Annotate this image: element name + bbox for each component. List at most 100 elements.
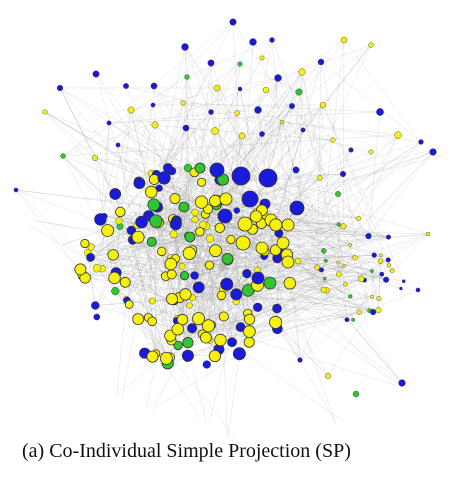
graph-edge xyxy=(165,276,248,314)
graph-edge xyxy=(186,283,346,359)
graph-edge xyxy=(324,278,403,384)
graph-edge xyxy=(44,111,153,175)
graph-edge xyxy=(151,241,389,261)
graph-edge xyxy=(117,21,234,146)
graph-node xyxy=(183,163,193,173)
graph-edge xyxy=(202,278,362,335)
graph-node xyxy=(182,336,194,349)
graph-node xyxy=(119,276,131,288)
graph-edge xyxy=(236,139,334,295)
graph-edge xyxy=(371,271,380,299)
graph-node xyxy=(108,271,121,285)
graph-edge xyxy=(232,21,304,131)
graph-node xyxy=(178,263,186,270)
graph-edge xyxy=(216,169,429,235)
graph-edge xyxy=(114,269,322,279)
graph-edge xyxy=(84,277,171,358)
graph-edge xyxy=(346,319,403,384)
graph-edge xyxy=(117,144,249,291)
graph-node xyxy=(343,281,348,287)
graph-edge xyxy=(287,224,380,299)
graph-edge xyxy=(271,39,301,361)
graph-edge xyxy=(101,122,110,269)
graph-node xyxy=(194,195,209,209)
graph-edge xyxy=(236,255,381,302)
graph-edge xyxy=(44,111,155,180)
graph-edge xyxy=(148,270,258,318)
graph-edge xyxy=(325,260,401,289)
graph-node xyxy=(159,351,173,365)
graph-edge xyxy=(151,173,298,209)
graph-nodes xyxy=(13,18,437,398)
graph-edge xyxy=(281,121,422,143)
graph-edge xyxy=(62,155,166,277)
graph-edge xyxy=(236,91,300,211)
graph-node xyxy=(94,213,107,226)
graph-node xyxy=(352,390,360,398)
graph-node xyxy=(221,252,234,265)
graph-edge xyxy=(176,220,265,252)
graph-edge xyxy=(91,239,133,248)
graph-edge xyxy=(287,224,324,290)
graph-edge xyxy=(203,203,266,225)
graph-edge xyxy=(261,141,422,249)
graph-node xyxy=(356,215,362,221)
graph-edge xyxy=(95,73,172,341)
graph-node xyxy=(150,102,156,108)
graph-edge xyxy=(91,230,132,248)
graph-edge xyxy=(255,151,434,217)
graph-node xyxy=(297,357,303,363)
graph-edge xyxy=(265,89,334,141)
graph-node xyxy=(276,236,290,250)
graph-edge xyxy=(90,215,266,258)
graph-node xyxy=(235,235,251,251)
graph-node xyxy=(365,233,372,240)
graph-node xyxy=(336,260,341,265)
graph-node xyxy=(401,279,406,284)
graph-edge xyxy=(138,318,178,330)
graph-node xyxy=(281,218,295,232)
graph-node xyxy=(56,84,64,92)
graph-edge xyxy=(96,268,171,358)
graph-edge xyxy=(125,85,304,131)
graph-node xyxy=(192,312,206,326)
graph-node xyxy=(209,162,225,178)
graph-node xyxy=(336,222,341,227)
graph-edge xyxy=(84,243,345,423)
graph-edge xyxy=(175,111,212,259)
graph-edge xyxy=(208,227,220,326)
graph-edge xyxy=(125,260,299,283)
graph-edge xyxy=(371,271,379,311)
graph-edge xyxy=(209,255,265,266)
graph-edge xyxy=(194,104,324,173)
graph-edge xyxy=(337,193,382,256)
graph-edge xyxy=(114,277,250,332)
graph-edge xyxy=(113,254,166,277)
graph-edge xyxy=(173,71,303,235)
graph-node xyxy=(229,18,237,26)
graph-node xyxy=(379,271,385,277)
graph-node xyxy=(399,286,403,291)
graph-node xyxy=(237,86,243,92)
graph-edge xyxy=(159,173,344,189)
graph-edge xyxy=(172,216,257,219)
graph-edge xyxy=(169,312,360,358)
graph-node xyxy=(181,43,189,51)
graph-edge xyxy=(170,224,339,265)
graph-edge xyxy=(90,257,227,285)
graph-edge xyxy=(115,224,289,292)
graph-edge xyxy=(170,296,351,336)
graph-edge xyxy=(114,109,132,278)
graph-edge xyxy=(62,21,234,157)
graph-edge xyxy=(282,226,344,244)
graph-edge xyxy=(208,135,243,326)
graph-edge xyxy=(91,244,351,248)
graph-edge xyxy=(216,105,293,202)
graph-edge xyxy=(236,294,379,311)
graph-node xyxy=(169,230,178,239)
graph-edge xyxy=(96,231,200,269)
graph-edge xyxy=(155,331,250,354)
graph-edge xyxy=(132,44,372,241)
graph-edge xyxy=(84,124,156,278)
graph-edge xyxy=(117,144,251,200)
